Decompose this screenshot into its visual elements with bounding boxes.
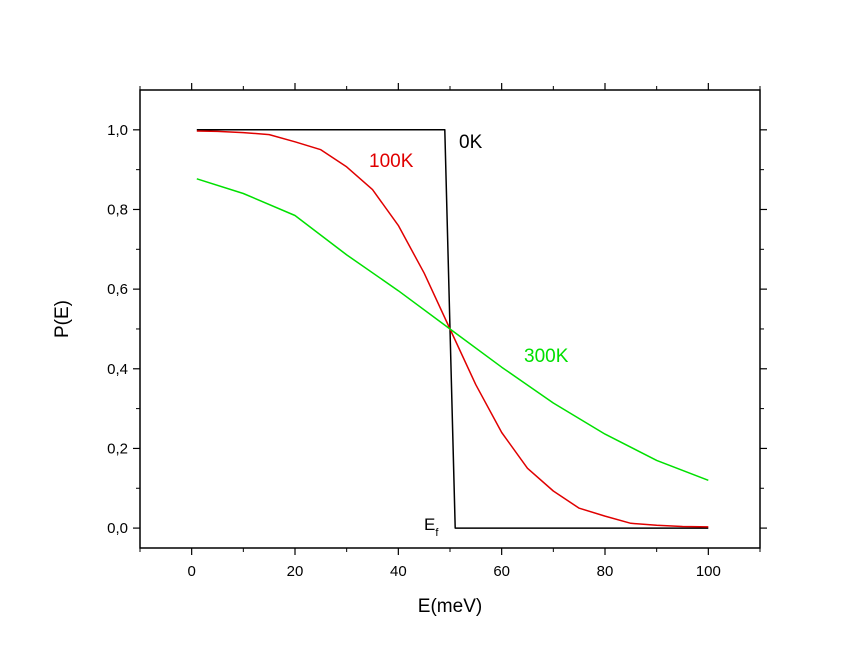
curve-label-0k: 0K: [459, 132, 483, 153]
y-tick-label: 0,0: [107, 520, 128, 537]
curve-label-300k: 300K: [524, 346, 569, 367]
y-tick-label: 0,4: [107, 361, 128, 378]
series-line-100k: [196, 130, 709, 528]
x-tick-label: 60: [493, 563, 510, 580]
series-line-0k: [196, 129, 709, 529]
series-line-300k: [196, 178, 709, 481]
x-tick-label: 20: [287, 563, 304, 580]
x-tick-label: 0: [187, 563, 195, 580]
y-tick-label: 0,2: [107, 440, 128, 457]
plot-frame: [139, 89, 761, 549]
y-tick-label: 0,8: [107, 201, 128, 218]
y-tick-label: 0,6: [107, 281, 128, 298]
y-axis-title: P(E): [52, 300, 73, 338]
tick-labels: 0 20 40 60 80 100 0,0 0,2 0,4 0,6 0,8 1,0: [107, 122, 721, 580]
x-tick-label: 40: [390, 563, 407, 580]
y-tick-label: 1,0: [107, 122, 128, 139]
fermi-energy-label: Ef: [424, 515, 439, 539]
x-tick-label: 80: [597, 563, 614, 580]
x-axis-title: E(meV): [418, 596, 482, 617]
curve-label-100k: 100K: [369, 151, 414, 172]
tick-marks: [133, 83, 767, 555]
series-lines: [196, 129, 709, 529]
x-tick-label: 100: [696, 563, 721, 580]
